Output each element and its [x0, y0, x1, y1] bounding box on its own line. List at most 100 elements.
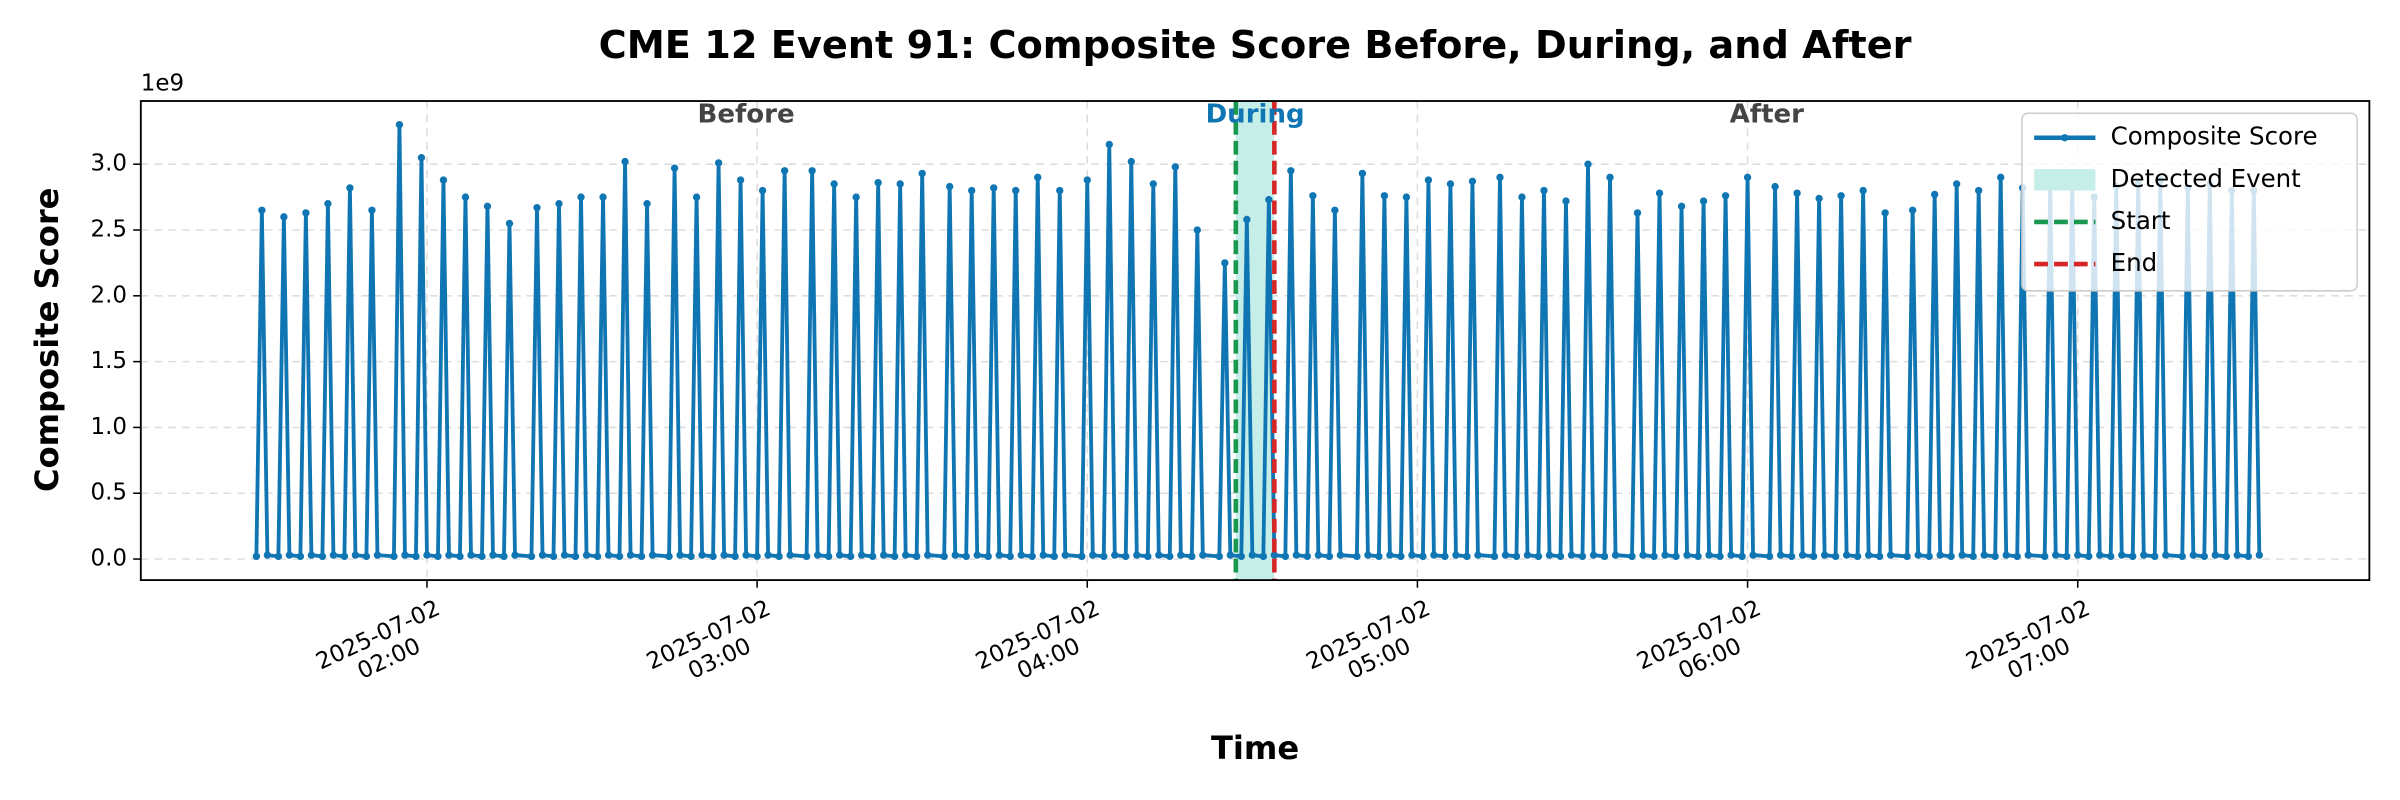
data-point [2162, 551, 2170, 559]
data-point [1386, 551, 1394, 559]
data-point [753, 552, 761, 561]
data-point [1490, 552, 1499, 561]
data-point [329, 551, 338, 559]
data-point [643, 200, 651, 208]
data-point [599, 193, 607, 201]
legend-swatch [2034, 169, 2096, 191]
data-point [1864, 551, 1873, 559]
data-point [2244, 552, 2252, 561]
data-point [2200, 552, 2208, 561]
data-point [1958, 551, 1966, 559]
data-point [1947, 552, 1955, 561]
data-point [2024, 551, 2032, 559]
data-point [1875, 552, 1884, 561]
data-point [2052, 551, 2060, 559]
data-point [593, 552, 602, 561]
data-point [1837, 192, 1845, 200]
data-point [1820, 551, 1829, 559]
data-point [1380, 192, 1389, 200]
data-point [1083, 176, 1091, 184]
data-point [1287, 167, 1295, 175]
data-point [362, 552, 371, 561]
data-point [846, 552, 855, 561]
data-point [868, 552, 877, 561]
data-point [736, 176, 745, 184]
data-point [720, 551, 728, 559]
data-point [1600, 552, 1609, 561]
data-point [742, 551, 750, 559]
legend: Composite Score Detected Event Start End [2021, 112, 2358, 292]
data-point [1177, 551, 1185, 559]
data-point [973, 551, 981, 559]
data-point [1188, 552, 1196, 561]
data-point [340, 552, 349, 561]
data-point [1474, 551, 1482, 559]
data-point [1122, 552, 1130, 561]
data-point [824, 552, 833, 561]
data-point [1397, 552, 1405, 561]
data-point [775, 552, 783, 561]
data-point [808, 167, 816, 175]
data-point [2096, 551, 2104, 559]
data-point [1523, 551, 1532, 559]
data-point [615, 552, 624, 561]
data-point [478, 552, 486, 561]
data-point [990, 184, 998, 192]
data-point [274, 552, 283, 561]
data-point [1749, 551, 1757, 559]
data-point [2107, 552, 2115, 561]
data-point [2085, 552, 2093, 561]
data-point [252, 552, 261, 561]
data-point [1661, 551, 1669, 559]
y-tick-label: 1.5 [91, 348, 127, 374]
data-point [1881, 209, 1889, 217]
data-point [1243, 215, 1251, 224]
data-point [373, 551, 382, 559]
data-point [2233, 551, 2241, 559]
data-point [1650, 552, 1658, 561]
data-point [483, 202, 492, 210]
data-point [1914, 551, 1922, 559]
data-point [318, 552, 327, 561]
data-point [1012, 186, 1020, 195]
data-point [1358, 169, 1367, 178]
legend-box [2021, 112, 2358, 292]
data-point [1969, 552, 1977, 561]
data-point [1199, 551, 1207, 559]
y-tick-label: 2.5 [91, 217, 127, 243]
data-point [1975, 186, 1983, 195]
data-point [582, 551, 591, 559]
data-point [577, 193, 585, 201]
data-point [692, 193, 701, 201]
data-point [1430, 551, 1438, 559]
data-point [1540, 186, 1548, 195]
data-point [896, 180, 904, 188]
data-point [676, 551, 684, 559]
data-point [1325, 552, 1334, 561]
data-point [764, 551, 772, 559]
data-point [1655, 189, 1664, 197]
data-point [731, 552, 739, 561]
data-point [489, 551, 497, 559]
data-point [2041, 552, 2049, 561]
data-point [984, 552, 992, 561]
data-point [1936, 551, 1944, 559]
data-point [1589, 551, 1598, 559]
region-label: During [1206, 99, 1305, 129]
data-point [368, 206, 376, 214]
data-point [1155, 551, 1163, 559]
data-point [1265, 196, 1273, 204]
data-point [1149, 180, 1157, 188]
data-point [2222, 552, 2230, 561]
data-point [758, 186, 767, 195]
y-offset-label: 1e9 [141, 71, 184, 97]
data-point [1336, 551, 1345, 559]
data-point [1930, 190, 1939, 199]
data-point [1105, 140, 1113, 149]
data-point [1903, 552, 1911, 561]
data-point [890, 552, 899, 561]
data-point [1677, 202, 1686, 210]
data-point [1776, 551, 1785, 559]
data-point [1050, 552, 1058, 561]
data-point [467, 551, 475, 559]
